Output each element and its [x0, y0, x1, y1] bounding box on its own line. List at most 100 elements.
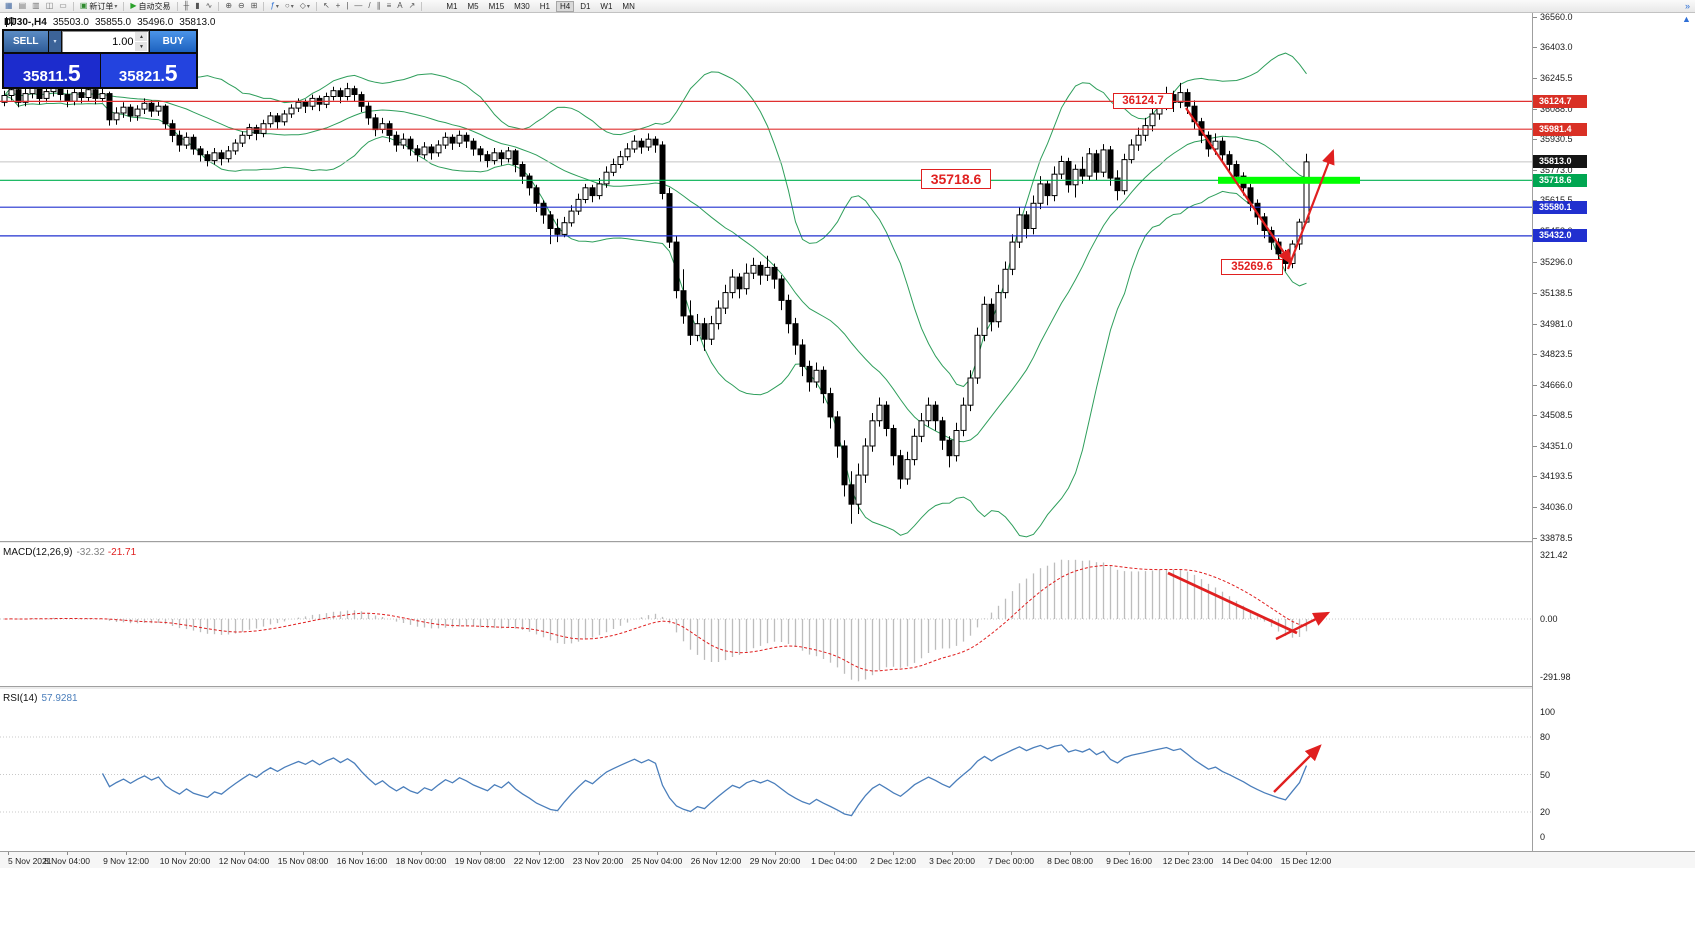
order-settings-dropdown[interactable]: ▾ [48, 31, 62, 52]
support-highlight-bar[interactable] [1218, 176, 1360, 184]
tile-windows-icon[interactable]: ⊞ [250, 1, 258, 10]
price-axis-label: 35930.5 [1540, 134, 1573, 145]
zoom-out-icon[interactable]: ⊖ [238, 1, 245, 10]
new-order-button[interactable]: ▣ 新订单 ▾ [79, 1, 118, 11]
toolbar-separator [315, 1, 317, 11]
sell-price-display[interactable]: 35811. 5 [4, 54, 100, 87]
price-tag: 36124.7 [1533, 94, 1587, 108]
price-axis-tick [1533, 537, 1537, 539]
volume-increase-button[interactable]: ▲ [135, 32, 148, 41]
horizontal-level-lines[interactable] [0, 100, 1532, 237]
time-axis-label: 22 Nov 12:00 [513, 856, 565, 866]
sell-button[interactable]: SELL [4, 31, 48, 52]
timeframe-m1-button[interactable]: M1 [446, 1, 458, 11]
rsi-trend-arrow[interactable] [1273, 744, 1322, 793]
vertical-line-icon[interactable]: | [346, 1, 349, 10]
autotrading-button[interactable]: ▶ 自动交易 [130, 1, 171, 11]
trend-arrows[interactable] [1185, 107, 1335, 270]
timeframe-d1-button[interactable]: D1 [580, 1, 591, 11]
price-axis-label: 33878.5 [1540, 532, 1573, 543]
panel-splitter[interactable] [0, 541, 1695, 543]
timeframe-w1-button[interactable]: W1 [600, 1, 613, 11]
price-axis-label: 34351.0 [1540, 440, 1573, 451]
fibonacci-icon[interactable]: ≡ [386, 1, 392, 10]
panel-splitter[interactable] [0, 686, 1695, 689]
ohlc-high: 35855.0 [94, 17, 132, 28]
chart-window-icon[interactable]: ▦ [5, 1, 13, 10]
rsi-axis-label: 100 [1540, 707, 1556, 717]
time-axis-label: 3 Dec 20:00 [929, 856, 975, 866]
macd-trend-arrows[interactable] [1167, 571, 1331, 641]
horizontal-line-icon[interactable]: — [354, 1, 363, 10]
timeframe-m30-button[interactable]: M30 [514, 1, 530, 11]
navigator-icon[interactable]: ◫ [45, 1, 54, 10]
channel-icon[interactable]: ∥ [376, 1, 381, 10]
terminal-icon[interactable]: ▭ [59, 1, 67, 10]
time-axis-tick [362, 852, 363, 855]
rsi-axis-label: 80 [1540, 732, 1551, 742]
scroll-to-end-icon[interactable]: ▲ [1682, 14, 1691, 24]
price-axis-tick [1533, 169, 1537, 171]
candlestick-chart-icon[interactable]: ▮ [195, 1, 200, 10]
indicators-icon[interactable]: ƒ ▾ [270, 1, 279, 10]
price-axis-tick [1533, 384, 1537, 386]
time-axis-tick [539, 852, 540, 855]
one-click-trading-panel: SELL ▾ ▲ ▼ BUY 35811.5 35821.5 [2, 29, 198, 89]
market-watch-icon[interactable]: ▥ [32, 1, 40, 10]
price-tag: 35432.0 [1533, 229, 1587, 243]
time-axis-label: 19 Nov 08:00 [454, 856, 506, 866]
price-axis-tick [1533, 108, 1537, 110]
macd-panel: MACD(12,26,9) -32.32 -21.71 [0, 543, 1532, 686]
ohlc-open: 35503.0 [52, 17, 89, 28]
time-axis-label: 5 Nov 2021 [8, 856, 52, 866]
price-annotation-support[interactable]: 35269.6 [1221, 259, 1283, 275]
price-annotation-resistance[interactable]: 36124.7 [1113, 93, 1173, 109]
macd-canvas [0, 559, 1532, 682]
trendline-icon[interactable]: / [368, 1, 371, 10]
price-axis-tick [1533, 323, 1537, 325]
buy-button[interactable]: BUY [150, 31, 196, 52]
timeframe-h1-button[interactable]: H1 [539, 1, 550, 11]
macd-signal-line [4, 565, 1307, 672]
price-tag: 35580.1 [1533, 200, 1587, 214]
zoom-in-icon[interactable]: ⊕ [225, 1, 233, 10]
price-axis-tick [1533, 47, 1537, 49]
price-axis-label: 35138.5 [1540, 287, 1573, 298]
crosshair-icon[interactable]: + [335, 1, 341, 10]
macd-signal-value: -21.71 [107, 547, 137, 558]
price-axis-tick [1533, 476, 1537, 478]
time-axis-label: 1 Dec 04:00 [811, 856, 857, 866]
timeframe-m5-button[interactable]: M5 [467, 1, 479, 11]
line-chart-icon[interactable]: ∿ [205, 1, 213, 10]
arrows-icon[interactable]: ↗ [408, 1, 416, 10]
volume-decrease-button[interactable]: ▼ [135, 42, 148, 51]
price-axis-tick [1533, 507, 1537, 508]
timeframes-icon[interactable]: ○ ▾ [284, 1, 294, 10]
toolbar-separator [176, 1, 178, 11]
time-axis-tick [1247, 852, 1248, 855]
text-icon[interactable]: A [397, 1, 403, 10]
main-chart-panel[interactable]: DJ30-,H4 35503.0 35855.0 35496.0 35813.0… [0, 13, 1532, 541]
buy-price-display[interactable]: 35821. 5 [100, 54, 196, 87]
time-axis[interactable]: 5 Nov 2021 8 Nov 04:00 9 Nov 12:00 10 Nov 2… [0, 851, 1695, 868]
timeframe-mn-button[interactable]: MN [622, 1, 635, 11]
profiles-icon[interactable]: ▤ [18, 1, 27, 10]
volume-input[interactable] [63, 32, 149, 52]
bar-chart-icon[interactable]: ╫ [183, 1, 190, 10]
timeframe-m15-button[interactable]: M15 [488, 1, 505, 11]
cursor-icon[interactable]: ↖ [322, 1, 330, 10]
price-axis-label: 35615.5 [1540, 195, 1573, 205]
timeframe-h4-button[interactable]: H4 [555, 0, 575, 12]
rsi-axis-label: 50 [1540, 769, 1551, 780]
chart-ohlc-header: DJ30-,H4 35503.0 35855.0 35496.0 35813.0 [4, 17, 215, 28]
time-axis-label: 18 Nov 00:00 [395, 856, 447, 866]
time-axis-tick [303, 852, 304, 855]
time-axis-tick [1306, 852, 1307, 855]
bollinger-bands[interactable] [4, 52, 1307, 538]
templates-icon[interactable]: ◇ ▾ [299, 1, 310, 10]
price-annotation-pivot[interactable]: 35718.6 [921, 169, 991, 189]
price-axis[interactable]: 36560.0 36403.0 36245.5 36088.0 35930.5 35773… [1532, 13, 1695, 851]
toolbar-overflow-icon[interactable]: » [1684, 1, 1690, 11]
rsi-axis-label: 20 [1540, 807, 1551, 817]
candlestick-icon [5, 17, 14, 27]
